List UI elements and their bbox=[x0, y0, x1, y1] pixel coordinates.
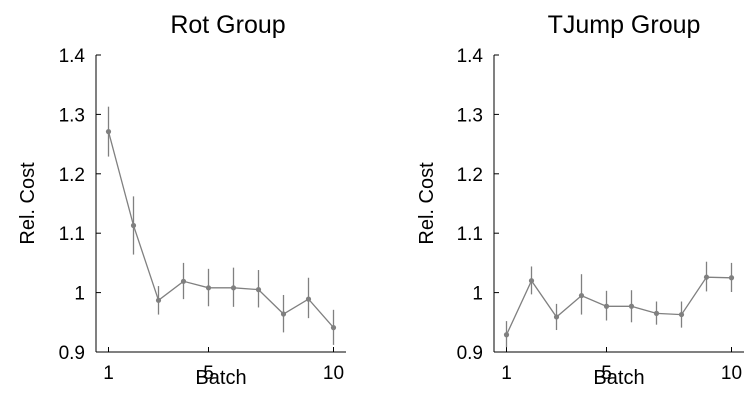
series-line bbox=[505, 276, 732, 336]
data-point bbox=[205, 285, 212, 291]
data-point bbox=[728, 275, 735, 281]
data-point bbox=[653, 310, 660, 316]
chart-panel-2: TJump Group 0.9 1 1.1 1.2 1.3 1.4 1 5 10 Batch Rel.… bbox=[416, 11, 744, 389]
x-tick-label: 5 bbox=[601, 363, 612, 384]
data-point bbox=[553, 314, 560, 320]
x-axis-label: Batch bbox=[593, 367, 644, 389]
y-tick-label: 1.1 bbox=[59, 224, 85, 245]
y-tick-label: 1.3 bbox=[59, 105, 85, 126]
y-tick-label: 1 bbox=[472, 284, 483, 305]
data-point bbox=[180, 278, 187, 284]
series-line bbox=[107, 131, 334, 329]
data-point bbox=[155, 297, 162, 303]
y-tick-label: 0.9 bbox=[59, 343, 85, 364]
y-tick-label: 1.2 bbox=[457, 165, 483, 186]
y-tick-label: 0.9 bbox=[457, 343, 483, 364]
data-point bbox=[305, 296, 312, 302]
data-point bbox=[105, 129, 112, 135]
data-point bbox=[528, 278, 535, 284]
x-axis-label: Batch bbox=[195, 367, 246, 389]
data-point bbox=[678, 311, 685, 318]
chart-title: Rot Group bbox=[170, 11, 285, 39]
data-point bbox=[280, 311, 287, 317]
data-point bbox=[578, 292, 585, 299]
data-point bbox=[230, 285, 237, 291]
data-point bbox=[628, 303, 635, 309]
x-tick-label: 1 bbox=[103, 363, 114, 384]
x-tick-label: 1 bbox=[501, 363, 512, 384]
y-tick-label: 1 bbox=[74, 284, 85, 305]
data-point bbox=[503, 332, 510, 338]
data-point bbox=[130, 222, 137, 229]
chart-panel-1: Rot Group 0.9 1 1.1 1.2 1.3 1.4 1 5 10 Batch Rel. C… bbox=[17, 11, 346, 389]
y-tick-label: 1.3 bbox=[457, 105, 483, 126]
y-axis-label: Rel. Cost bbox=[17, 162, 39, 245]
x-tick-label: 10 bbox=[721, 363, 742, 384]
y-tick-label: 1.2 bbox=[59, 165, 85, 186]
data-point bbox=[330, 325, 337, 331]
chart-title: TJump Group bbox=[548, 11, 701, 39]
x-tick-label: 5 bbox=[203, 363, 214, 384]
data-point bbox=[255, 287, 262, 293]
y-axis-label: Rel. Cost bbox=[416, 162, 438, 245]
y-tick-label: 1.4 bbox=[457, 46, 484, 67]
x-tick-label: 10 bbox=[323, 363, 344, 384]
y-tick-label: 1.1 bbox=[457, 224, 483, 245]
y-tick-label: 1.4 bbox=[59, 46, 86, 67]
data-point bbox=[603, 303, 610, 309]
data-point bbox=[703, 274, 710, 280]
